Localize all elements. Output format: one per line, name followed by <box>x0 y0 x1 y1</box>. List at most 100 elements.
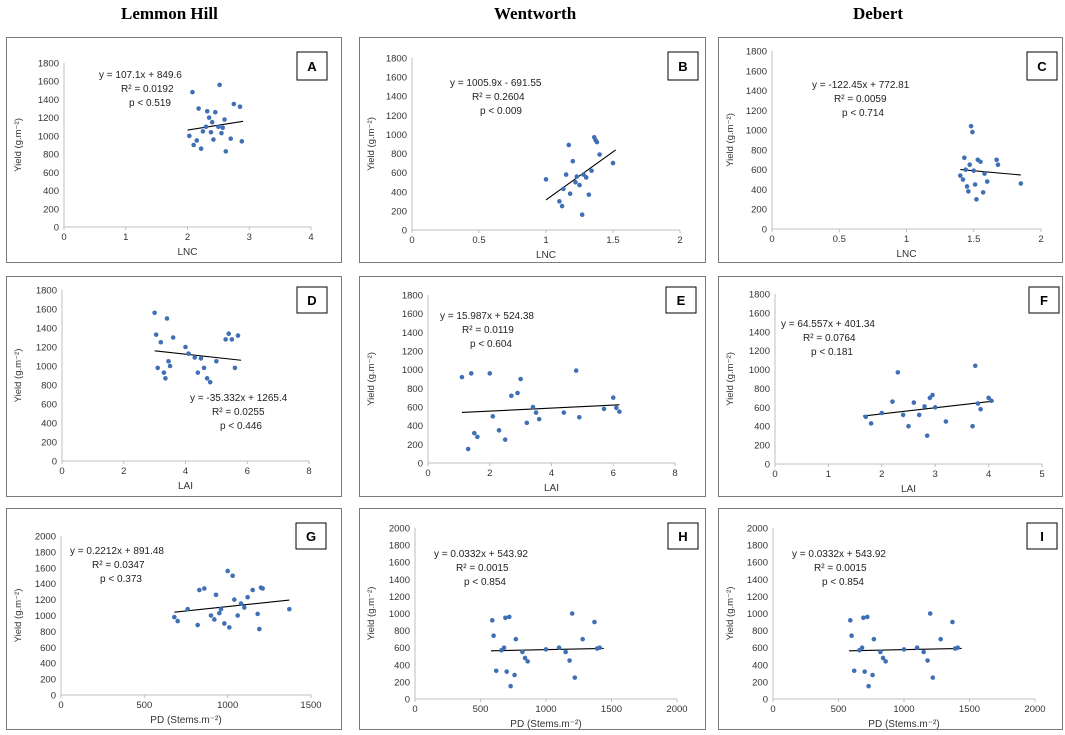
trend-line <box>174 599 290 613</box>
data-point <box>570 158 576 164</box>
data-point <box>865 614 870 620</box>
data-point <box>614 405 619 411</box>
y-tick-label: 1600 <box>746 66 767 77</box>
data-point <box>226 331 232 336</box>
y-tick-label: 1600 <box>402 309 423 320</box>
y-tick-label: 200 <box>394 677 410 688</box>
data-point <box>166 358 171 364</box>
data-point <box>503 615 508 621</box>
data-point <box>175 618 180 624</box>
data-point <box>190 89 195 95</box>
x-axis-label: LAI <box>901 484 916 495</box>
regression-equation: y = 0.2212x + 891.48 <box>70 546 164 557</box>
data-point <box>513 636 519 642</box>
p-value-label: p < 0.009 <box>480 106 522 117</box>
data-point <box>287 606 292 612</box>
y-tick-label: 600 <box>391 168 407 179</box>
data-point <box>930 675 936 680</box>
data-point <box>862 669 867 674</box>
y-tick-label: 800 <box>43 150 59 161</box>
data-point <box>208 129 214 135</box>
data-point <box>880 655 886 661</box>
x-tick-label: 2000 <box>1024 704 1045 715</box>
data-point <box>574 174 580 179</box>
y-axis-label: Yield (g.m⁻²) <box>366 352 377 406</box>
data-point <box>198 356 204 361</box>
data-point <box>167 363 173 369</box>
x-axis-label: LNC <box>177 247 197 258</box>
y-tick-label: 400 <box>41 419 57 430</box>
x-tick-label: 2000 <box>666 704 687 715</box>
data-point <box>594 139 600 145</box>
trend-line <box>187 120 244 131</box>
y-tick-label: 1000 <box>402 365 423 376</box>
data-point <box>589 168 594 174</box>
x-axis-label: PD (Stems.m⁻²) <box>510 719 581 730</box>
data-point <box>170 335 176 340</box>
data-point <box>970 423 975 429</box>
y-tick-label: 1600 <box>35 563 56 574</box>
y-tick-label: 0 <box>765 460 770 471</box>
data-point <box>195 622 200 628</box>
data-point <box>859 645 865 650</box>
data-point <box>214 358 219 364</box>
y-tick-label: 0 <box>51 691 56 702</box>
y-tick-label: 1400 <box>36 324 57 335</box>
data-point <box>851 668 857 674</box>
data-point <box>191 142 196 148</box>
data-point <box>592 619 597 625</box>
x-tick-label: 1500 <box>300 700 321 711</box>
x-tick-label: 2 <box>487 468 492 479</box>
x-tick-label: 1.5 <box>606 235 619 246</box>
data-point <box>203 124 209 130</box>
data-point <box>522 655 528 661</box>
trend-line <box>545 149 617 201</box>
y-tick-label: 200 <box>41 438 57 449</box>
data-point <box>525 659 530 664</box>
y-tick-label: 1200 <box>747 592 768 603</box>
data-point <box>515 390 520 396</box>
y-tick-label: 600 <box>407 403 423 414</box>
panel-letter-box <box>1028 286 1060 314</box>
y-tick-label: 1000 <box>749 365 770 376</box>
x-tick-label: 4 <box>308 232 313 243</box>
data-point <box>235 613 240 618</box>
data-point <box>938 636 943 642</box>
y-axis-label: Yield (g.m⁻²) <box>366 117 377 171</box>
data-point <box>994 157 999 163</box>
y-tick-label: 800 <box>752 626 768 637</box>
y-tick-label: 400 <box>751 185 767 196</box>
y-axis-label: Yield (g.m⁻²) <box>725 587 736 641</box>
x-tick-label: 4 <box>986 469 991 480</box>
x-tick-label: 3 <box>247 232 252 243</box>
y-tick-label: 1200 <box>386 111 407 122</box>
p-value-label: p < 0.854 <box>822 577 864 588</box>
y-tick-label: 2000 <box>747 524 768 535</box>
y-tick-label: 400 <box>43 186 59 197</box>
panel-letter-box <box>296 51 328 81</box>
y-tick-label: 0 <box>762 225 767 236</box>
scatter-chart: 0 0.5 1 1.5 2 0 200 400 600 800 1000 1200 1400 1600 18… <box>366 51 699 261</box>
x-tick-label: 500 <box>831 704 847 715</box>
scatter-chart: 0 1 2 3 4 0 200 400 600 800 1000 1200 1400 1600 1800 LN… <box>13 51 328 258</box>
data-point <box>158 339 164 345</box>
data-point <box>235 333 241 338</box>
p-value-label: p < 0.854 <box>464 577 506 588</box>
data-point <box>543 647 549 652</box>
data-point <box>155 365 161 371</box>
y-axis-label: Yield (g.m⁻²) <box>13 589 24 643</box>
x-tick-label: 500 <box>473 704 489 715</box>
data-point <box>257 626 262 632</box>
data-point <box>1018 181 1024 186</box>
data-point <box>982 171 987 176</box>
panel-letter: G <box>306 529 316 544</box>
data-point <box>204 108 210 114</box>
data-point <box>914 645 920 650</box>
regression-equation: y = 0.0332x + 543.92 <box>434 549 528 560</box>
x-tick-label: 2 <box>1038 234 1043 245</box>
y-tick-label: 1200 <box>402 347 423 358</box>
y-tick-label: 1400 <box>747 575 768 586</box>
y-axis-label: Yield (g.m⁻²) <box>13 118 24 172</box>
p-value-label: p < 0.373 <box>100 574 142 585</box>
data-point <box>520 649 525 655</box>
